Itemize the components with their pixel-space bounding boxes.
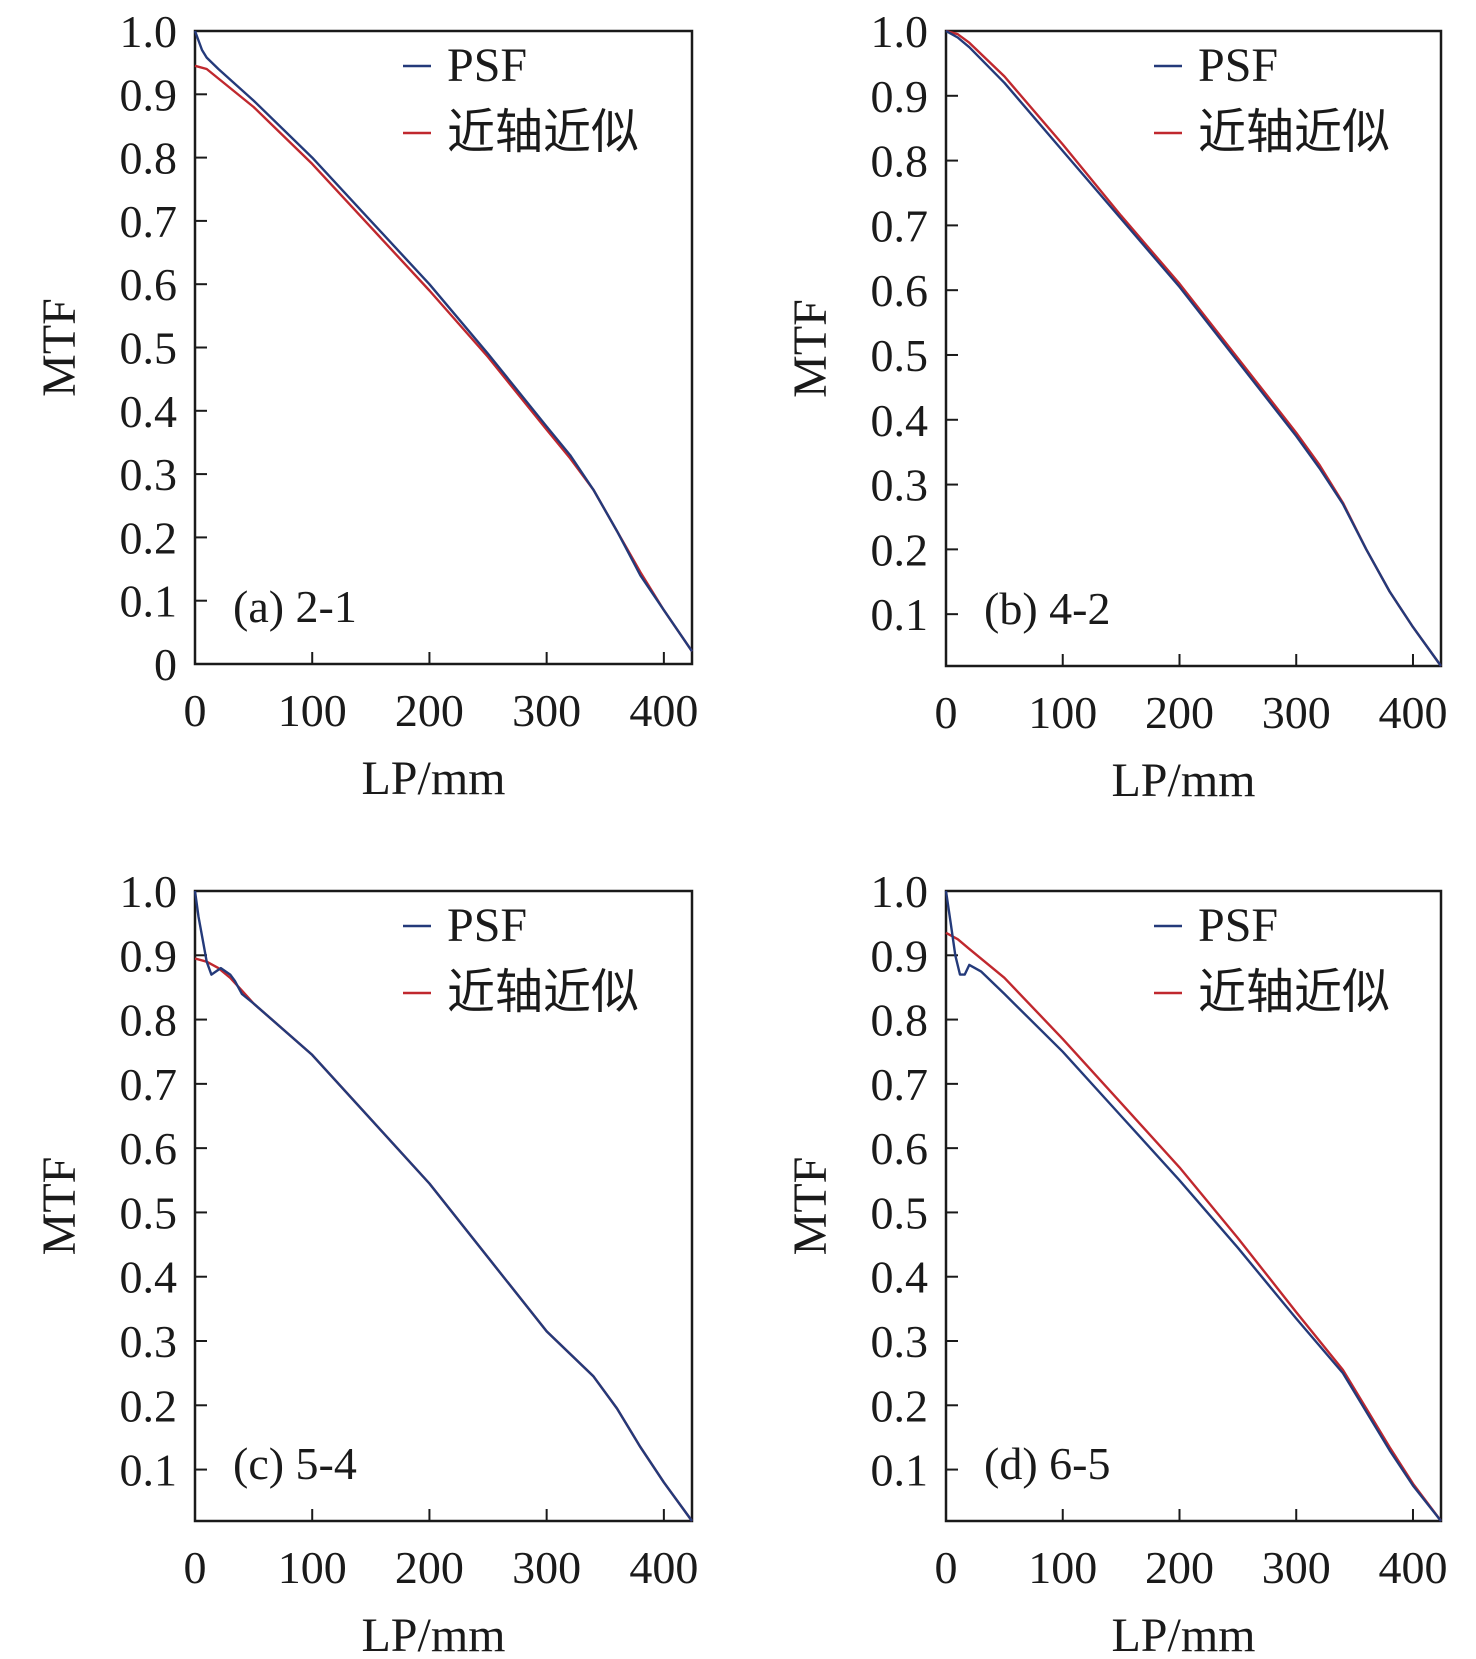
x-tick-label: 300 [512,1542,581,1593]
legend-label-paraxial: 近轴近似 [1198,106,1390,159]
y-tick-label: 0.7 [871,1059,929,1110]
x-tick-label: 300 [512,685,581,736]
y-tick-label: 0.1 [871,1445,929,1496]
y-tick-label: 0.2 [871,524,929,575]
y-tick-label: 0.7 [120,196,178,247]
x-axis-label: LP/mm [361,752,505,805]
y-tick-label: 0.9 [120,930,178,981]
y-tick-label: 0.5 [871,1187,929,1238]
chart-panel-2: 0 100 200 300 400 0.1 0.2 0.3 0.4 0.5 0.6 0.7 0.8 0.9… [784,6,1447,807]
panel-label: (a) 2-1 [233,581,357,632]
series-line-psf [193,890,693,1522]
x-tick-label: 400 [1378,1542,1447,1593]
legend: PSF 近轴近似 [1154,899,1390,1019]
y-tick-label: 0.9 [120,69,178,120]
legend-label-psf: PSF [447,899,527,952]
series-line-psf [945,29,1442,667]
series-line-psf [193,30,693,652]
x-tick-label: 0 [184,1542,207,1593]
x-tick-label: 100 [278,685,347,736]
y-tick-label: 0.5 [120,323,178,374]
y-tick-label: 0.3 [120,449,178,500]
x-tick-label: 200 [395,1542,464,1593]
chart-panel-1: 0 100 200 300 400 0 0.1 0.2 0.3 0.4 0.5 0.6 0.7 0.8 0.… [33,6,698,805]
y-tick-label: 0.3 [120,1316,178,1367]
y-tick-label: 0.1 [120,1445,178,1496]
x-tick-label: 0 [184,685,207,736]
x-tick-label: 100 [278,1542,347,1593]
legend-label-psf: PSF [447,39,527,92]
y-tick-label: 1.0 [871,6,929,57]
y-tick-label: 0.4 [871,395,929,446]
y-tick-label: 0.9 [871,930,929,981]
legend: PSF 近轴近似 [1154,39,1390,159]
series-line-paraxial [945,931,1442,1522]
x-tick-label: 400 [629,1542,698,1593]
y-tick-label: 1.0 [120,866,178,917]
x-tick-label: 300 [1262,687,1331,738]
y-tick-label: 0.3 [871,1316,929,1367]
legend: PSF 近轴近似 [403,39,639,159]
legend-label-paraxial: 近轴近似 [1198,966,1390,1019]
y-axis-label: MTF [784,1157,837,1256]
legend-label-paraxial: 近轴近似 [447,966,639,1019]
series-line-paraxial [194,957,693,1522]
y-tick-label: 0.4 [120,386,178,437]
x-tick-label: 200 [395,685,464,736]
panel-label: (b) 4-2 [984,583,1110,634]
chart-panel-3: 0 100 200 300 400 0.1 0.2 0.3 0.4 0.5 0.6 0.7 0.8 0.9… [33,866,698,1659]
x-tick-label: 0 [935,1542,958,1593]
y-tick-label: 0.8 [871,136,929,187]
y-tick-label: 0.6 [120,1123,178,1174]
plot-frame [193,889,694,1523]
x-tick-label: 200 [1145,1542,1214,1593]
y-axis-label: MTF [33,1157,86,1256]
legend: PSF 近轴近似 [403,899,639,1019]
y-tick-label: 0.8 [120,133,178,184]
series-line-psf [944,890,1442,1522]
y-axis-label: MTF [784,299,837,398]
x-tick-label: 100 [1028,1542,1097,1593]
x-axis-label: LP/mm [1111,1609,1255,1659]
x-tick-label: 200 [1145,687,1214,738]
y-tick-label: 1.0 [120,6,178,57]
y-tick-label: 0.3 [871,460,929,511]
y-tick-label: 0.6 [871,1123,929,1174]
y-tick-label: 0.6 [120,259,178,310]
panel-label: (d) 6-5 [984,1438,1110,1489]
y-tick-label: 0.1 [871,589,929,640]
panel-label: (c) 5-4 [233,1438,357,1489]
y-tick-label: 0.2 [871,1380,929,1431]
legend-label-psf: PSF [1198,39,1278,92]
y-tick-label: 0.7 [120,1059,178,1110]
y-tick-label: 0 [154,639,177,690]
chart-panel-4: 0 100 200 300 400 0.1 0.2 0.3 0.4 0.5 0.6 0.7 0.8 0.9… [784,866,1447,1659]
y-tick-label: 0.4 [871,1252,929,1303]
y-tick-label: 0.8 [120,995,178,1046]
x-axis-label: LP/mm [1111,754,1255,807]
x-tick-label: 100 [1028,687,1097,738]
y-tick-label: 0.4 [120,1252,178,1303]
x-tick-label: 400 [629,685,698,736]
x-tick-label: 400 [1378,687,1447,738]
y-tick-label: 0.2 [120,512,178,563]
y-tick-label: 0.5 [120,1187,178,1238]
legend-label-psf: PSF [1198,899,1278,952]
y-tick-label: 0.9 [871,71,929,122]
y-tick-label: 0.1 [120,576,178,627]
y-tick-label: 0.6 [871,265,929,316]
y-axis-label: MTF [33,298,86,397]
x-tick-label: 0 [935,687,958,738]
x-tick-label: 300 [1262,1542,1331,1593]
y-tick-label: 0.5 [871,330,929,381]
y-tick-label: 1.0 [871,866,929,917]
plot-frame [944,889,1443,1523]
x-axis-label: LP/mm [361,1609,505,1659]
legend-label-paraxial: 近轴近似 [447,106,639,159]
y-tick-label: 0.2 [120,1380,178,1431]
y-tick-label: 0.7 [871,200,929,251]
plot-frame [944,29,1443,668]
y-tick-label: 0.8 [871,995,929,1046]
